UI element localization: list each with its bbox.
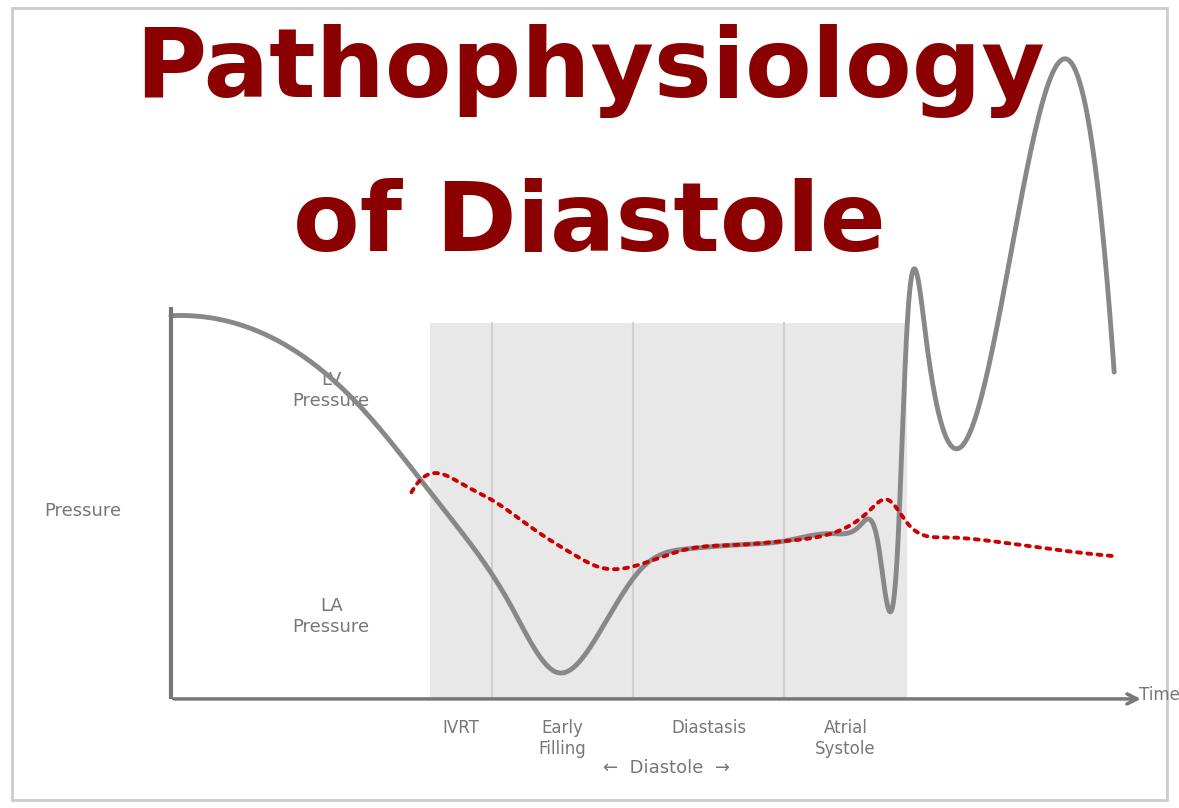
Text: Time: Time: [1139, 686, 1179, 704]
Text: Pathophysiology: Pathophysiology: [134, 24, 1045, 118]
Text: LA
Pressure: LA Pressure: [292, 597, 370, 636]
Text: of Diastole: of Diastole: [294, 178, 885, 271]
Text: Atrial
Systole: Atrial Systole: [815, 719, 876, 758]
Text: LV
Pressure: LV Pressure: [292, 372, 370, 410]
Text: ←  Diastole  →: ← Diastole →: [602, 759, 730, 776]
Text: Pressure: Pressure: [44, 502, 121, 520]
Text: Early
Filling: Early Filling: [539, 719, 586, 758]
Bar: [430, 323, 907, 699]
Text: Diastasis: Diastasis: [671, 719, 746, 737]
Text: IVRT: IVRT: [442, 719, 480, 737]
